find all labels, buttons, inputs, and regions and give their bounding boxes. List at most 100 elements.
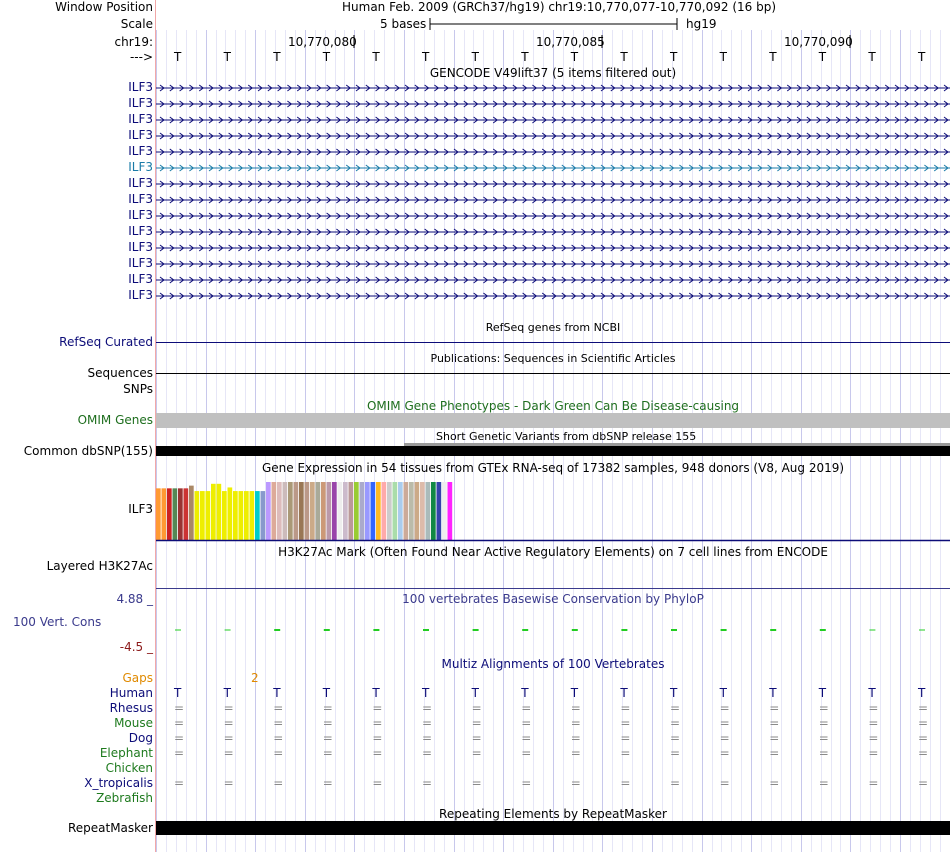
species-label[interactable]: Mouse [114,716,153,730]
gtex-tissue-bar[interactable] [299,482,304,540]
gtex-tissue-bar[interactable] [194,491,200,540]
species-label[interactable]: X_tropicalis [84,776,153,790]
gtex-tissue-bar[interactable] [359,482,365,540]
gtex-tissue-bar[interactable] [271,482,277,540]
gencode-transcript-label[interactable]: ILF3 [128,176,153,190]
gtex-tissue-bar[interactable] [326,482,332,540]
gtex-tissue-bar[interactable] [403,482,409,540]
gencode-title[interactable]: GENCODE V49lift37 (5 items filtered out) [429,66,677,80]
gtex-tissue-bar[interactable] [425,482,431,540]
gencode-transcript-label[interactable]: ILF3 [128,160,153,174]
gtex-tissue-bar[interactable] [337,482,343,540]
gtex-tissue-bar[interactable] [436,482,442,540]
gencode-transcript-label[interactable]: ILF3 [128,96,153,110]
h3k27ac-label[interactable]: Layered H3K27Ac [46,559,153,573]
gtex-tissue-bar[interactable] [442,482,447,540]
gtex-tissue-bar[interactable] [409,482,414,540]
gtex-tissue-bar[interactable] [348,482,354,540]
gtex-tissue-bar[interactable] [172,488,178,540]
species-label[interactable]: Human [109,686,153,700]
gencode-transcript-label[interactable]: ILF3 [128,80,153,94]
publications-label[interactable]: Sequences [87,366,153,380]
gtex-tissue-bar[interactable] [315,482,321,540]
gencode-transcript-label[interactable]: ILF3 [128,112,153,126]
omim-title[interactable]: OMIM Gene Phenotypes - Dark Green Can Be… [366,399,740,413]
gtex-tissue-bar[interactable] [310,482,315,540]
gtex-label[interactable]: ILF3 [128,502,153,516]
species-label[interactable]: Elephant [99,746,153,760]
gtex-tissue-bar[interactable] [420,482,425,540]
gtex-tissue-bar[interactable] [282,482,288,540]
gtex-tissue-bar[interactable] [216,483,222,540]
gencode-transcript-label[interactable]: ILF3 [128,272,153,286]
gtex-title[interactable]: Gene Expression in 54 tissues from GTEx … [261,461,845,475]
cons-label[interactable]: 100 Vert. Cons [13,615,102,629]
refseq-title[interactable]: RefSeq genes from NCBI [485,321,621,334]
species-label[interactable]: Rhesus [109,701,153,715]
gtex-tissue-bar[interactable] [205,491,211,540]
gtex-tissue-bar[interactable] [277,482,282,540]
gtex-tissue-bar[interactable] [381,482,387,540]
gtex-tissue-bar[interactable] [211,483,216,540]
species-label[interactable]: Zebrafish [96,791,153,805]
gtex-tissue-bar[interactable] [156,488,161,540]
dbsnp-title[interactable]: Short Genetic Variants from dbSNP releas… [436,430,697,443]
gtex-tissue-bar[interactable] [365,482,370,540]
gencode-transcript-label[interactable]: ILF3 [128,256,153,270]
refseq-label[interactable]: RefSeq Curated [59,335,153,349]
gtex-tissue-bar[interactable] [376,482,381,540]
gtex-tissue-bar[interactable] [255,491,260,540]
gtex-tissue-bar[interactable] [178,488,183,540]
omim-label[interactable]: OMIM Genes [77,413,153,427]
gtex-tissue-bar[interactable] [222,491,227,540]
gtex-tissue-bar[interactable] [398,482,403,540]
gtex-tissue-bar[interactable] [392,482,398,540]
gtex-tissue-bar[interactable] [370,482,376,540]
gtex-tissue-bar[interactable] [332,482,337,540]
repeatmasker-title[interactable]: Repeating Elements by RepeatMasker [439,807,667,821]
omim-feature[interactable] [156,413,950,428]
dbsnp-label[interactable]: Common dbSNP(155) [23,444,153,458]
multiz-title[interactable]: Multiz Alignments of 100 Vertebrates [441,657,665,671]
repeatmasker-label[interactable]: RepeatMasker [67,821,153,835]
gtex-tissue-bar[interactable] [161,488,167,540]
gtex-tissue-bar[interactable] [260,491,266,540]
gtex-tissue-bar[interactable] [304,482,310,540]
gtex-tissue-bar[interactable] [266,482,271,540]
gtex-tissue-bar[interactable] [288,482,293,540]
h3k27ac-title[interactable]: H3K27Ac Mark (Often Found Near Active Re… [278,545,828,559]
gencode-transcript-label[interactable]: ILF3 [128,208,153,222]
gencode-transcript-label[interactable]: ILF3 [128,288,153,302]
cons-title[interactable]: 100 vertebrates Basewise Conservation by… [402,592,704,606]
publications-title[interactable]: Publications: Sequences in Scientific Ar… [430,352,676,365]
gtex-tissue-bar[interactable] [233,491,238,540]
gtex-tissue-bar[interactable] [227,487,233,540]
species-label[interactable]: Chicken [105,761,153,775]
dbsnp-feature[interactable] [156,446,950,456]
gtex-tissue-bar[interactable] [343,482,348,540]
gencode-transcript-label[interactable]: ILF3 [128,128,153,142]
gtex-tissue-bar[interactable] [189,485,194,541]
gtex-tissue-bar[interactable] [387,482,392,540]
alignment-base: = [372,716,383,730]
gtex-tissue-bar[interactable] [167,488,172,540]
gtex-tissue-bar[interactable] [414,482,420,540]
gtex-tissue-bar[interactable] [249,491,255,540]
gencode-transcript-label[interactable]: ILF3 [128,144,153,158]
gtex-tissue-bar[interactable] [183,488,189,540]
gtex-tissue-bar[interactable] [431,482,436,540]
gtex-tissue-bar[interactable] [321,482,326,540]
gencode-transcript-label[interactable]: ILF3 [128,192,153,206]
gtex-tissue-bar[interactable] [293,482,299,540]
cons-ticks[interactable] [156,626,950,634]
gtex-tissue-bar[interactable] [354,482,359,540]
gtex-tissue-bar[interactable] [447,482,453,540]
gencode-transcript-label[interactable]: ILF3 [128,224,153,238]
gtex-tissue-bar[interactable] [200,491,205,540]
species-label[interactable]: Dog [128,731,153,745]
gtex-tissue-bar[interactable] [238,491,244,540]
repeatmasker-feature[interactable] [156,821,950,835]
gtex-chart[interactable] [156,476,950,542]
gtex-tissue-bar[interactable] [244,491,249,540]
gencode-transcript-label[interactable]: ILF3 [128,240,153,254]
